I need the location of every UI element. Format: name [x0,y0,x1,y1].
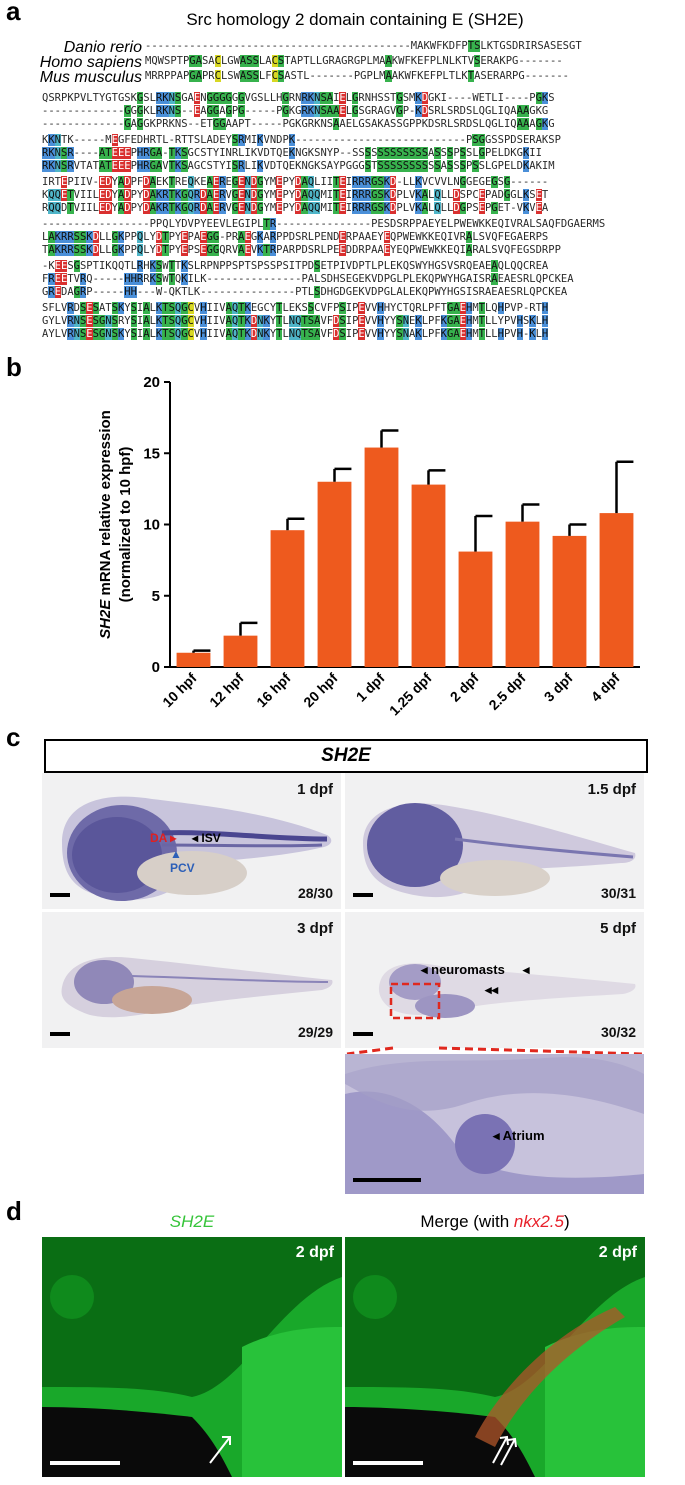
x-tick-label: 3 dpf [541,670,576,705]
y-tick-label: 20 [143,374,160,391]
scale-bar [353,1461,423,1465]
alignment-row: TAKRRSSKDLLGKPPQLYDTPYEPSEGGQRVAEVKTRPAR… [42,244,561,256]
bar-12-hpf [223,635,258,667]
alignment-row: LAKRRSSKDLLGKPPQLYDTPYEPAEGG-PRAEGKARPPD… [42,231,549,243]
scale-bar [353,1032,373,1036]
count-label: 28/30 [297,885,333,901]
x-tick-label: 4 dpf [588,670,623,705]
species-danio: Danio rerio [63,39,142,56]
alignment-row: KQQETVIILEDYADPYDAKRTKGQRDAERVGENDGYMEPY… [42,189,549,201]
stage-label: 3 dpf [297,920,333,937]
fluorescence-sh2e: 2 dpf [42,1237,342,1477]
alignment-row: -----------------PPQLYDVPYEEVLEGIPLTR---… [42,218,606,230]
count-label: 29/29 [297,1024,333,1040]
label-pcv: ▲ PCV [170,847,195,875]
count-label: 30/31 [600,885,636,901]
alignment-row: GREDAGRP-----HH---W-QKTLK---------------… [42,286,568,298]
panel-d-left-title: SH2E [169,1212,215,1231]
alignment-row: MQWSPTPGASACLGWASSLACSTAPTLLGRAGRGPLMAAK… [145,55,563,67]
neuromast-arrows: ◂◂ [485,982,499,997]
stage-label: 2 dpf [295,1244,334,1261]
alignment-row: -KEESGSPTIKQQTLRHKSWTTKSLRPNPPSPTSPSSPSI… [42,260,549,272]
bar-2_5-dpf [505,521,540,667]
alignment-row: -------------GGGKLRKNS--EAGGAGPG-----PGK… [42,105,549,117]
y-axis-label: SH2E mRNA relative expression [97,410,114,639]
alignment-row: SFLVRDSESATSKYSIALKTSQGCVHIIVAQTKEGCYTLE… [42,302,549,314]
bar-16-hpf [270,530,305,667]
panel-label-c: c [6,722,21,752]
label-atrium: ◂ Atrium [493,1128,545,1143]
embryo-image-1dpf: 1 dpf 28/30 DA ▸ ◂ ISV ▲ PCV [42,773,341,909]
species-mus: Mus musculus [39,69,142,86]
bar-2-dpf [458,551,493,667]
x-tick-label: 2 dpf [447,670,482,705]
label-isv: ◂ ISV [192,831,221,845]
x-tick-label: 12 hpf [206,670,247,711]
bar-4-dpf [599,513,634,667]
alignment-row: RKNSRVTATATEEEPHRGAVTKSAGCSTYISRLIKVDTQE… [42,160,555,172]
x-tick-label: 16 hpf [253,670,294,711]
bar-1_25-dpf [411,484,446,667]
alignment-row: GYLVRNSESGNSRYSIALKTSQGCVHIIVAQTKDNKYTLN… [42,315,549,327]
x-tick-label: 1 dpf [353,670,388,705]
stage-label: 5 dpf [600,920,636,937]
bar-3-dpf [552,535,587,667]
embryo-image-5dpf: 5 dpf 30/32 ◂ neuromasts ◂ ◂◂ [345,912,644,1048]
alignment-row: MRRPPAPGAPRCLSWASSLFCSASTL-------PGPLMAA… [145,70,569,82]
alignment-row: IRTEPIIV-EDYADPFDAEKTREQKEAEREGENDGYMEPY… [42,176,549,188]
panel-label-a: a [6,0,21,26]
bar-1-dpf [364,447,399,667]
stage-label: 1.5 dpf [587,781,636,798]
y-tick-label: 0 [152,659,160,676]
alignment-title: Src homology 2 domain containing E (SH2E… [186,10,524,29]
x-tick-label: 20 hpf [300,670,341,711]
x-tick-label: 2.5 dpf [485,670,528,713]
x-tick-label: 1.25 dpf [386,670,435,719]
scale-bar [353,893,373,897]
bar-10-hpf [176,652,211,667]
alignment-row: ----------------------------------------… [145,40,582,52]
y-tick-label: 15 [143,445,160,462]
count-label: 30/32 [600,1024,636,1040]
scale-bar [50,1461,120,1465]
stage-label: 1 dpf [297,781,333,798]
y-tick-label: 10 [143,517,160,534]
y-axis-label-line2: (normalized to 10 hpf) [117,447,134,603]
panel-c-header: SH2E [44,739,648,773]
alignment-row: FREETVRQ-----HHRRKSWTQKILK--------------… [42,273,574,285]
x-tick-label: 10 hpf [159,670,200,711]
inset-atrium-image: ◂ Atrium [345,1054,644,1194]
alignment-row: AYLVRNSESGNSKYSIALKTSQGCVHIIVAQTKDNKYTLN… [42,328,549,340]
panel-d-right-title: Merge (with nkx2.5) [420,1212,570,1231]
panel-label-b: b [6,352,22,382]
scale-bar [50,1032,70,1036]
embryo-image-3dpf: 3 dpf 29/29 [42,912,341,1048]
expression-bar-chart: 0 5 10 15 20 10 hpf 12 hpf 16 hpf 20 hpf 1 dpf1.2… [97,374,640,719]
label-da: DA ▸ [150,831,177,845]
panel-label-d: d [6,1196,22,1226]
scale-bar [353,1178,421,1182]
y-tick-label: 5 [152,588,160,605]
scale-bar [50,893,70,897]
alignment-row: -------------GAGGKPRKNS--ETGGAAPT-----PG… [42,118,555,130]
bar-20-hpf [317,481,352,667]
stage-label: 2 dpf [598,1244,637,1261]
alignment-row: KKNTK-----MEGFEDHRTL-RTTSLADEYSRMIKVNDPK… [42,134,561,146]
alignment-row: QSRPKPVLTYGTGSKGSLRKNSGAENGGGGGGVGSLLHGR… [42,92,555,104]
alignment-row: RKNSR----ATEEEPHRGA-TKSGCSTYINRLIKVDTQEK… [42,147,542,159]
fluorescence-merge: 2 dpf [345,1237,645,1477]
inset-connector [346,1046,644,1056]
embryo-image-1.5dpf: 1.5 dpf 30/31 [345,773,644,909]
species-homo: Homo sapiens [39,54,142,71]
alignment-row: RQQDTVIILEDYADPYDAKRTKGQRDAERVGENDGYMEPY… [42,202,549,214]
label-neuromasts: ◂ neuromasts ◂ [421,962,530,977]
